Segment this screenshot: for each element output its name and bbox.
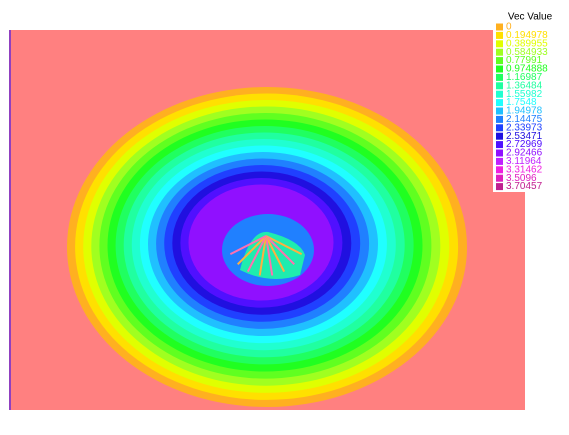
legend-swatch (496, 57, 503, 65)
legend-label: 1.16987 (506, 72, 543, 83)
swirl-stroke (265, 235, 286, 273)
legend-swatch (496, 115, 503, 123)
legend-swatch (496, 99, 503, 107)
legend-swatch (496, 90, 503, 98)
legend-label: 0.194978 (506, 30, 548, 41)
legend-label: 3.5096 (506, 173, 537, 184)
legend-label: 0.77991 (506, 55, 543, 66)
swirl-stroke (265, 235, 274, 276)
legend-label: 1.55982 (506, 89, 543, 100)
legend-swatch (496, 157, 503, 165)
legend-swatch (496, 149, 503, 157)
legend-label: 2.14475 (506, 114, 543, 125)
swirl-stroke (265, 235, 303, 256)
legend-label: 3.11964 (506, 156, 542, 167)
legend-label: 1.94978 (506, 106, 543, 117)
legend-label: 0.974888 (506, 64, 548, 75)
legend-label: 3.70457 (506, 181, 543, 192)
legend-swatch (496, 132, 503, 140)
legend-swatch (496, 40, 503, 48)
legend-label: 0.584933 (506, 47, 548, 58)
legend-swatch (496, 183, 503, 191)
center-swirl (240, 231, 305, 279)
legend-swatch (496, 174, 503, 182)
legend-swatch (496, 82, 503, 90)
legend: Vec Value 00.1949780.3899550.5849330.779… (493, 10, 569, 192)
swirl-stroke (246, 235, 267, 273)
legend-label: 2.33973 (506, 122, 543, 133)
legend-swatch (496, 48, 503, 56)
legend-title: Vec Value (508, 12, 553, 23)
legend-swatch (496, 23, 503, 31)
legend-label: 3.31462 (506, 164, 543, 175)
legend-swatch (496, 31, 503, 39)
legend-label: 2.72969 (506, 139, 543, 150)
legend-label: 2.53471 (506, 131, 543, 142)
rings (67, 87, 467, 407)
legend-swatch (496, 124, 503, 132)
legend-swatch (496, 73, 503, 81)
swirl-stroke (229, 235, 267, 256)
legend-label: 1.36484 (506, 80, 543, 91)
legend-swatch (496, 65, 503, 73)
legend-label: 2.92466 (506, 148, 543, 159)
swirl-stroke (237, 235, 267, 265)
legend-label: 0 (506, 22, 512, 33)
swirl-stroke (265, 235, 295, 265)
legend-swatch (496, 107, 503, 115)
legend-background (493, 10, 569, 192)
legend-label: 1.7548 (506, 97, 537, 108)
legend-swatch (496, 166, 503, 174)
legend-swatch (496, 141, 503, 149)
swirl-stroke (258, 235, 267, 276)
legend-label: 0.389955 (506, 38, 548, 49)
